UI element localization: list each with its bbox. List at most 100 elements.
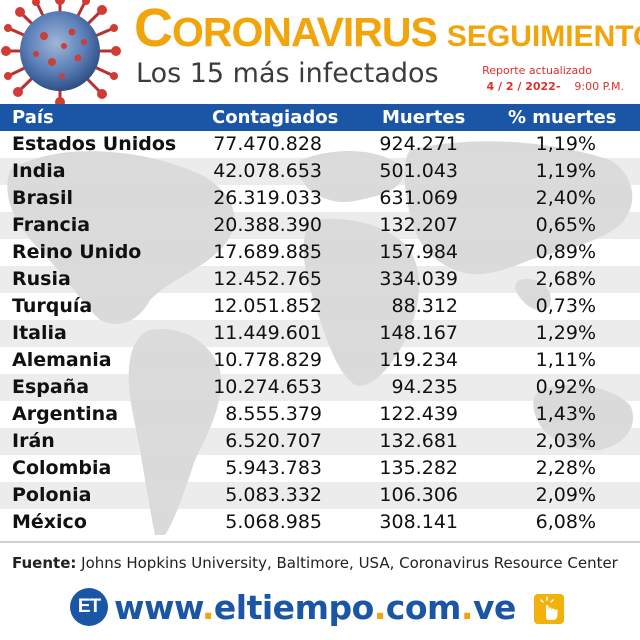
table-row: Italia 11.449.601 148.167 1,29% [0,320,640,347]
table-row: Francia 20.388.390 132.207 0,65% [0,212,640,239]
page-subtitle: Los 15 más infectados [136,58,439,89]
report-date: 4 / 2 / 2022- [486,80,561,93]
table-row: Irán 6.520.707 132.681 2,03% [0,428,640,455]
cell-deaths: 501.043 [379,160,458,182]
table-row: Reino Unido 17.689.885 157.984 0,89% [0,239,640,266]
cell-cases: 12.051.852 [213,295,322,317]
table-row: España 10.274.653 94.235 0,92% [0,374,640,401]
cell-country: Brasil [12,187,74,209]
source-text: Johns Hopkins University, Baltimore, USA… [81,554,618,572]
cell-country: Francia [12,214,91,236]
cell-deaths: 122.439 [379,403,458,425]
cell-death-rate: 1,43% [535,403,596,425]
footer: ET www.eltiempo.com.ve [0,580,640,640]
cell-death-rate: 6,08% [535,511,596,533]
cell-country: Colombia [12,457,112,479]
cell-death-rate: 2,68% [535,268,596,290]
cell-cases: 5.943.783 [225,457,322,479]
cell-death-rate: 0,73% [535,295,596,317]
cell-deaths: 135.282 [379,457,458,479]
cell-death-rate: 1,11% [535,349,596,371]
column-header-death-rate: % muertes [508,107,617,128]
header: CORONAVIRUS SEGUIMIENTO Los 15 más infect… [0,0,640,104]
table-row: Turquía 12.051.852 88.312 0,73% [0,293,640,320]
cell-country: India [12,160,66,182]
table-row: Brasil 26.319.033 631.069 2,40% [0,185,640,212]
cell-country: Irán [12,430,55,452]
cell-deaths: 132.681 [379,430,458,452]
cell-cases: 5.083.332 [225,484,322,506]
title-row: CORONAVIRUS SEGUIMIENTO [134,0,640,58]
cell-death-rate: 2,03% [535,430,596,452]
table-body: Estados Unidos 77.470.828 924.271 1,19% … [0,131,640,536]
cell-country: España [12,376,90,398]
table-header: País Contagiados Muertes % muertes [0,104,640,131]
table-row: India 42.078.653 501.043 1,19% [0,158,640,185]
cell-deaths: 148.167 [379,322,458,344]
cell-deaths: 106.306 [379,484,458,506]
table-row: Estados Unidos 77.470.828 924.271 1,19% [0,131,640,158]
cell-country: Argentina [12,403,119,425]
cell-deaths: 308.141 [379,511,458,533]
cell-country: Reino Unido [12,241,142,263]
coronavirus-icon [1,0,121,104]
cell-cases: 20.388.390 [213,214,322,236]
infections-table: País Contagiados Muertes % muertes Estad… [0,104,640,540]
table-row: Rusia 12.452.765 334.039 2,68% [0,266,640,293]
cell-death-rate: 1,19% [535,133,596,155]
page-title: CORONAVIRUS [134,0,438,58]
cell-cases: 11.449.601 [213,322,322,344]
cell-death-rate: 1,19% [535,160,596,182]
table-row: Alemania 10.778.829 119.234 1,11% [0,347,640,374]
website-link[interactable]: www.eltiempo.com.ve [114,588,516,627]
cell-cases: 12.452.765 [213,268,322,290]
cell-country: Alemania [12,349,112,371]
cell-deaths: 924.271 [379,133,458,155]
cell-deaths: 119.234 [379,349,458,371]
report-time: 9:00 P.M. [574,80,624,93]
cell-deaths: 334.039 [379,268,458,290]
report-label: Reporte actualizado [482,64,592,77]
cell-death-rate: 2,28% [535,457,596,479]
cell-death-rate: 2,09% [535,484,596,506]
cell-country: Estados Unidos [12,133,177,155]
source-credit: Fuente: Johns Hopkins University, Baltim… [0,548,640,578]
cell-country: México [12,511,87,533]
cell-cases: 6.520.707 [225,430,322,452]
title-tag: SEGUIMIENTO [446,20,640,53]
cell-cases: 42.078.653 [213,160,322,182]
eltiempo-logo[interactable]: ET [70,588,108,626]
cell-cases: 26.319.033 [213,187,322,209]
cell-country: Polonia [12,484,92,506]
cell-cases: 77.470.828 [213,133,322,155]
cell-country: Rusia [12,268,71,290]
cell-deaths: 631.069 [379,187,458,209]
table-row: Polonia 5.083.332 106.306 2,09% [0,482,640,509]
cell-death-rate: 1,29% [535,322,596,344]
cell-deaths: 132.207 [379,214,458,236]
hand-click-icon[interactable] [534,594,564,624]
cell-deaths: 88.312 [391,295,458,317]
report-timestamp: 4 / 2 / 2022- 9:00 P.M. [487,80,624,93]
source-label: Fuente: [12,554,77,572]
cell-cases: 10.778.829 [213,349,322,371]
cell-death-rate: 2,40% [535,187,596,209]
column-header-cases: Contagiados [212,107,339,128]
cell-death-rate: 0,92% [535,376,596,398]
table-row: México 5.068.985 308.141 6,08% [0,509,640,536]
cell-cases: 17.689.885 [213,241,322,263]
cell-deaths: 157.984 [379,241,458,263]
divider [0,541,640,543]
cell-death-rate: 0,65% [535,214,596,236]
cell-country: Italia [12,322,67,344]
cell-deaths: 94.235 [391,376,458,398]
cell-cases: 8.555.379 [225,403,322,425]
cell-cases: 10.274.653 [213,376,322,398]
cell-country: Turquía [12,295,93,317]
column-header-country: País [12,107,54,128]
cell-death-rate: 0,89% [535,241,596,263]
cell-cases: 5.068.985 [225,511,322,533]
column-header-deaths: Muertes [382,107,466,128]
table-row: Colombia 5.943.783 135.282 2,28% [0,455,640,482]
table-row: Argentina 8.555.379 122.439 1,43% [0,401,640,428]
